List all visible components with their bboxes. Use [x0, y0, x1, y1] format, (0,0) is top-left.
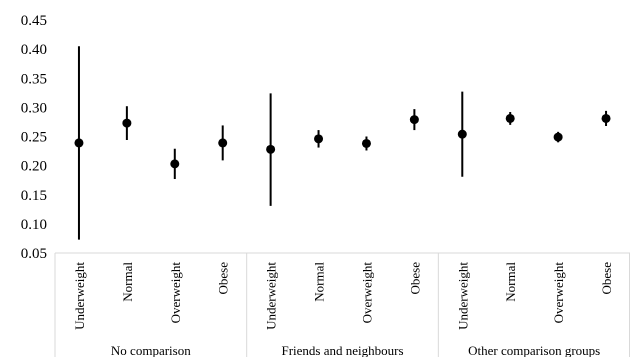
group-label: Friends and neighbours — [281, 343, 403, 357]
y-tick-label: 0.45 — [21, 13, 47, 29]
y-axis: 0.05 0.10 0.15 0.20 0.25 0.30 0.35 0.40 0.45 — [21, 13, 47, 262]
group-label: Other comparison groups — [468, 343, 600, 357]
y-tick-label: 0.15 — [21, 188, 47, 204]
data-point — [601, 113, 611, 123]
y-tick-label: 0.40 — [21, 42, 47, 58]
data-point — [266, 144, 276, 154]
data-point — [409, 115, 419, 125]
data-point — [218, 138, 228, 148]
y-tick-label: 0.25 — [21, 130, 47, 146]
data-point — [74, 138, 84, 148]
category-label: Overweight — [359, 262, 374, 324]
data-point — [170, 159, 180, 169]
category-label: Normal — [312, 262, 327, 302]
data-point — [457, 129, 467, 139]
x-axis: No comparison Underweight Normal Overweight… — [54, 252, 630, 357]
y-tick-label: 0.10 — [21, 217, 47, 233]
category-label: Underweight — [455, 262, 470, 330]
data-point — [122, 118, 132, 128]
data-point — [361, 138, 371, 148]
category-label: Normal — [120, 262, 135, 302]
y-tick-label: 0.20 — [21, 159, 47, 175]
group-label: No comparison — [111, 343, 191, 357]
y-tick-label: 0.35 — [21, 71, 47, 87]
y-tick-label: 0.05 — [21, 246, 47, 262]
data-marks — [74, 46, 611, 240]
data-point — [314, 134, 324, 144]
category-label: Underweight — [72, 262, 87, 330]
category-label: Obese — [599, 262, 614, 295]
category-label: Obese — [216, 262, 231, 295]
category-label: Overweight — [168, 262, 183, 324]
y-tick-label: 0.30 — [21, 100, 47, 116]
category-label: Normal — [503, 262, 518, 302]
category-label: Obese — [407, 262, 422, 295]
category-label: Overweight — [551, 262, 566, 324]
data-point — [553, 132, 563, 142]
data-point — [505, 113, 515, 123]
category-label: Underweight — [264, 262, 279, 330]
